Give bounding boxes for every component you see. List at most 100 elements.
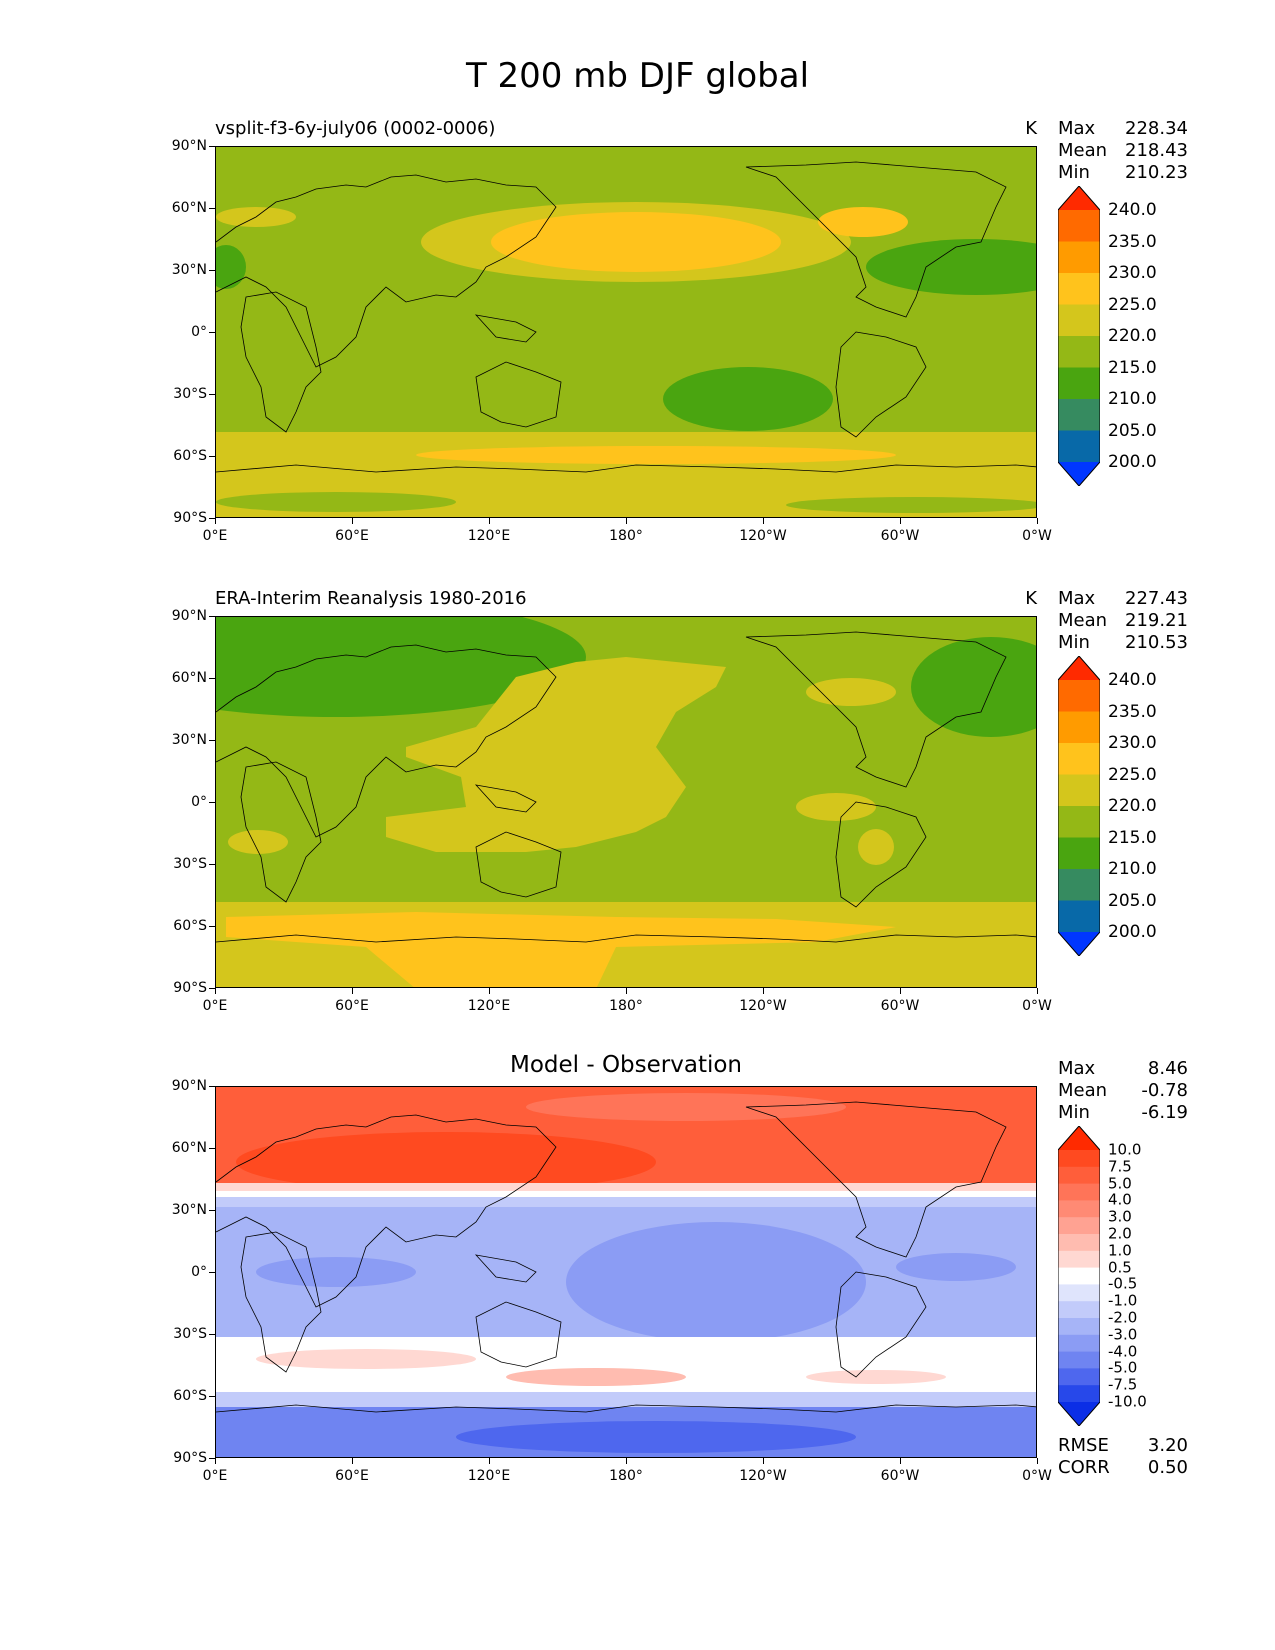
colorbar-tick-label: 5.0: [1108, 1174, 1132, 1193]
colorbar-tick-label: -2.0: [1108, 1308, 1138, 1327]
y-tick-mark: [209, 208, 215, 209]
observation-panel: ERA-Interim Reanalysis 1980-2016 K: [0, 588, 1275, 1028]
colorbar-extend-max: [1058, 1126, 1100, 1150]
colorbar-segment: [1058, 273, 1100, 305]
pacific-blue: [566, 1222, 866, 1342]
y-tick-mark: [209, 988, 215, 989]
colorbar-segment: [1058, 1301, 1100, 1319]
colorbar-tick-label: 205.0: [1108, 890, 1157, 911]
colorbar-tick-label: -1.0: [1108, 1291, 1138, 1310]
x-tick-mark: [352, 988, 353, 994]
y-tick-mark: [209, 926, 215, 927]
y-tick-label: 90°N: [171, 138, 207, 154]
colorbar-segment: [1058, 1318, 1100, 1336]
colorbar-tick-label: 200.0: [1108, 922, 1157, 942]
colorbar-tick-label: 205.0: [1108, 420, 1157, 441]
rmse-label: RMSE: [1058, 1435, 1109, 1456]
y-tick-label: 60°S: [173, 1388, 207, 1404]
min-value: 210.23: [1125, 162, 1188, 183]
colorbar-extend-min: [1058, 462, 1100, 486]
colorbar-segment: [1058, 1284, 1100, 1302]
x-tick-label: 0°E: [202, 1468, 228, 1484]
eurasia-green: [216, 617, 586, 717]
colorbar: [1057, 1125, 1101, 1427]
corr-label: CORR: [1058, 1457, 1110, 1478]
colorbar-tick-label: -5.0: [1108, 1358, 1138, 1377]
x-tick-label: 0°W: [1022, 998, 1052, 1014]
mean-label: Mean: [1058, 610, 1108, 631]
max-value: 228.34: [1125, 118, 1188, 139]
y-tick-label: 0°: [191, 324, 207, 340]
x-tick-label: 120°E: [467, 998, 511, 1014]
atlantic-blue: [896, 1253, 1016, 1281]
colorbar-segment: [1058, 367, 1100, 400]
y-tick-label: 90°S: [173, 1450, 207, 1466]
colorbar-svg: [1057, 655, 1101, 957]
y-tick-mark: [209, 146, 215, 147]
warm-pool-yellow: [386, 657, 726, 852]
min-label: Min: [1058, 1102, 1090, 1123]
y-tick-mark: [209, 1458, 215, 1459]
y-tick-label: 60°N: [171, 670, 207, 686]
y-tick-label: 30°N: [171, 1202, 207, 1218]
colorbar-extend-max: [1058, 656, 1100, 680]
colorbar-tick-label: 215.0: [1108, 827, 1157, 848]
x-tick-label: 0°E: [202, 528, 228, 544]
units-label: K: [1025, 118, 1037, 139]
colorbar-segment: [1058, 1334, 1100, 1353]
panel-title: ERA-Interim Reanalysis 1980-2016: [215, 588, 527, 609]
x-tick-label: 60°W: [880, 1468, 920, 1484]
colorbar-tick-label: -4.0: [1108, 1342, 1138, 1361]
sh-pink-east: [806, 1370, 946, 1384]
colorbar-tick-label: 3.0: [1108, 1207, 1132, 1226]
indian-blue: [256, 1257, 416, 1287]
colorbar-tick-label: 2.0: [1108, 1224, 1132, 1243]
arctic-lighter: [526, 1093, 846, 1121]
x-tick-label: 120°W: [739, 998, 787, 1014]
colorbar-tick-label: 1.0: [1108, 1241, 1132, 1260]
x-tick-mark: [763, 1458, 764, 1464]
min-label: Min: [1058, 632, 1090, 653]
zero-line-nh: [216, 1191, 1036, 1197]
model-panel: vsplit-f3-6y-july06 (0002-0006) K: [0, 118, 1275, 558]
x-tick-label: 0°W: [1022, 528, 1052, 544]
coastlines: [216, 631, 1036, 943]
colorbar-tick-label: 230.0: [1108, 263, 1157, 283]
x-tick-mark: [352, 518, 353, 524]
x-tick-mark: [1037, 518, 1038, 524]
y-tick-mark: [209, 518, 215, 519]
colorbar-tick-label: 210.0: [1108, 859, 1157, 879]
coastlines: [216, 1101, 1036, 1413]
y-tick-label: 60°N: [171, 200, 207, 216]
y-tick-mark: [209, 394, 215, 395]
y-tick-mark: [209, 616, 215, 617]
southern-orange: [226, 912, 896, 987]
y-tick-mark: [209, 740, 215, 741]
colorbar-svg: [1057, 1125, 1101, 1427]
nh-red-core: [236, 1132, 656, 1192]
colorbar-segment: [1058, 1385, 1100, 1403]
y-tick-label: 30°N: [171, 732, 207, 748]
y-tick-label: 90°S: [173, 510, 207, 526]
antarctic-green-west: [216, 492, 456, 512]
x-tick-label: 0°E: [202, 998, 228, 1014]
max-value: 227.43: [1125, 588, 1188, 609]
colorbar-tick-label: -3.0: [1108, 1325, 1138, 1344]
colorbar-tick-label: 200.0: [1108, 452, 1157, 472]
y-tick-label: 0°: [191, 794, 207, 810]
x-tick-mark: [900, 1458, 901, 1464]
colorbar-segment: [1058, 1200, 1100, 1218]
x-tick-label: 120°W: [739, 1468, 787, 1484]
colorbar-tick-label: 215.0: [1108, 357, 1157, 378]
difference-panel: Model - Observation: [0, 1052, 1275, 1498]
sh-pink-mid: [506, 1368, 686, 1386]
colorbar-segment: [1058, 806, 1100, 838]
colorbar-tick-label: 240.0: [1108, 200, 1157, 220]
y-tick-label: 60°S: [173, 918, 207, 934]
colorbar-tick-label: 0.5: [1108, 1258, 1132, 1277]
x-tick-mark: [215, 1458, 216, 1464]
rmse-block: RMSE 3.20 CORR 0.50: [1058, 1435, 1188, 1479]
colorbar-segment: [1058, 1351, 1100, 1369]
colorbar-tick-label: 225.0: [1108, 294, 1157, 315]
colorbar-tick-label: 225.0: [1108, 764, 1157, 785]
